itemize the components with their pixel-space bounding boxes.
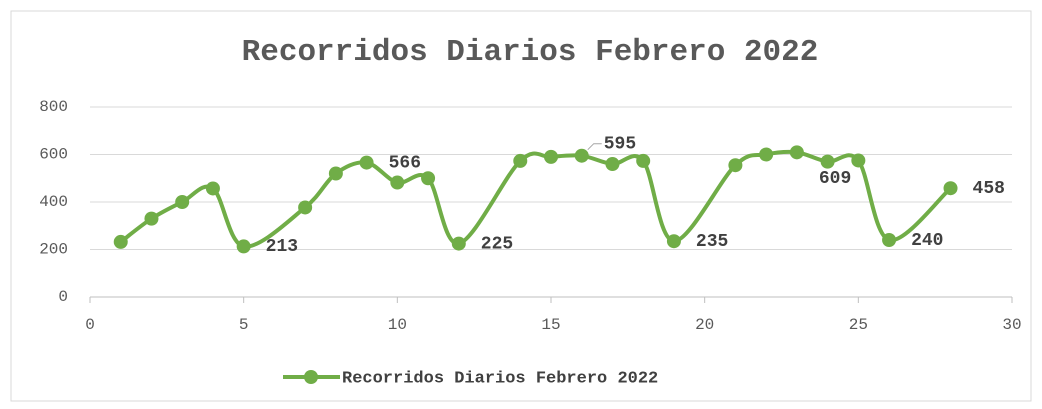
point: [789, 145, 804, 160]
point: [851, 153, 866, 168]
point: [205, 181, 220, 196]
point: [144, 211, 159, 226]
y-tick-label: 0: [58, 288, 68, 306]
y-tick-label: 800: [39, 98, 68, 116]
x-tick-label: 5: [239, 316, 249, 334]
legend-label: Recorridos Diarios Febrero 2022: [342, 369, 658, 388]
point: [328, 166, 343, 181]
point: [421, 171, 436, 186]
point: [236, 239, 251, 254]
data-label: 566: [389, 153, 421, 173]
data-label: 609: [819, 169, 851, 189]
point: [943, 181, 958, 196]
point: [728, 158, 743, 173]
chart-title: Recorridos Diarios Febrero 2022: [242, 35, 819, 70]
point: [882, 233, 897, 247]
point: [298, 200, 313, 215]
x-tick-label: 25: [849, 316, 868, 334]
point: [451, 236, 466, 251]
x-tick-label: 10: [388, 316, 407, 334]
legend-marker: [304, 370, 318, 384]
point: [544, 149, 558, 164]
data-label: 240: [911, 231, 943, 251]
y-tick-label: 600: [39, 146, 68, 164]
y-tick-label: 200: [39, 241, 68, 259]
data-label: 213: [266, 237, 298, 257]
point: [390, 175, 405, 190]
data-label: 595: [604, 134, 636, 154]
data-label: 458: [973, 179, 1005, 199]
x-tick-label: 20: [695, 316, 714, 334]
point: [513, 153, 528, 168]
point: [574, 148, 589, 163]
point: [759, 147, 774, 162]
point: [636, 153, 651, 168]
y-tick-label: 400: [39, 193, 68, 211]
point: [820, 154, 835, 169]
x-tick-label: 0: [85, 316, 95, 334]
x-tick-label: 30: [1002, 316, 1021, 334]
x-tick-label: 15: [541, 316, 560, 334]
data-label: 225: [481, 234, 513, 254]
leader-line: [587, 143, 602, 151]
point: [359, 155, 374, 170]
point: [113, 234, 128, 249]
point: [175, 195, 190, 209]
point: [666, 234, 681, 249]
data-label: 235: [696, 232, 728, 252]
point: [605, 157, 620, 171]
